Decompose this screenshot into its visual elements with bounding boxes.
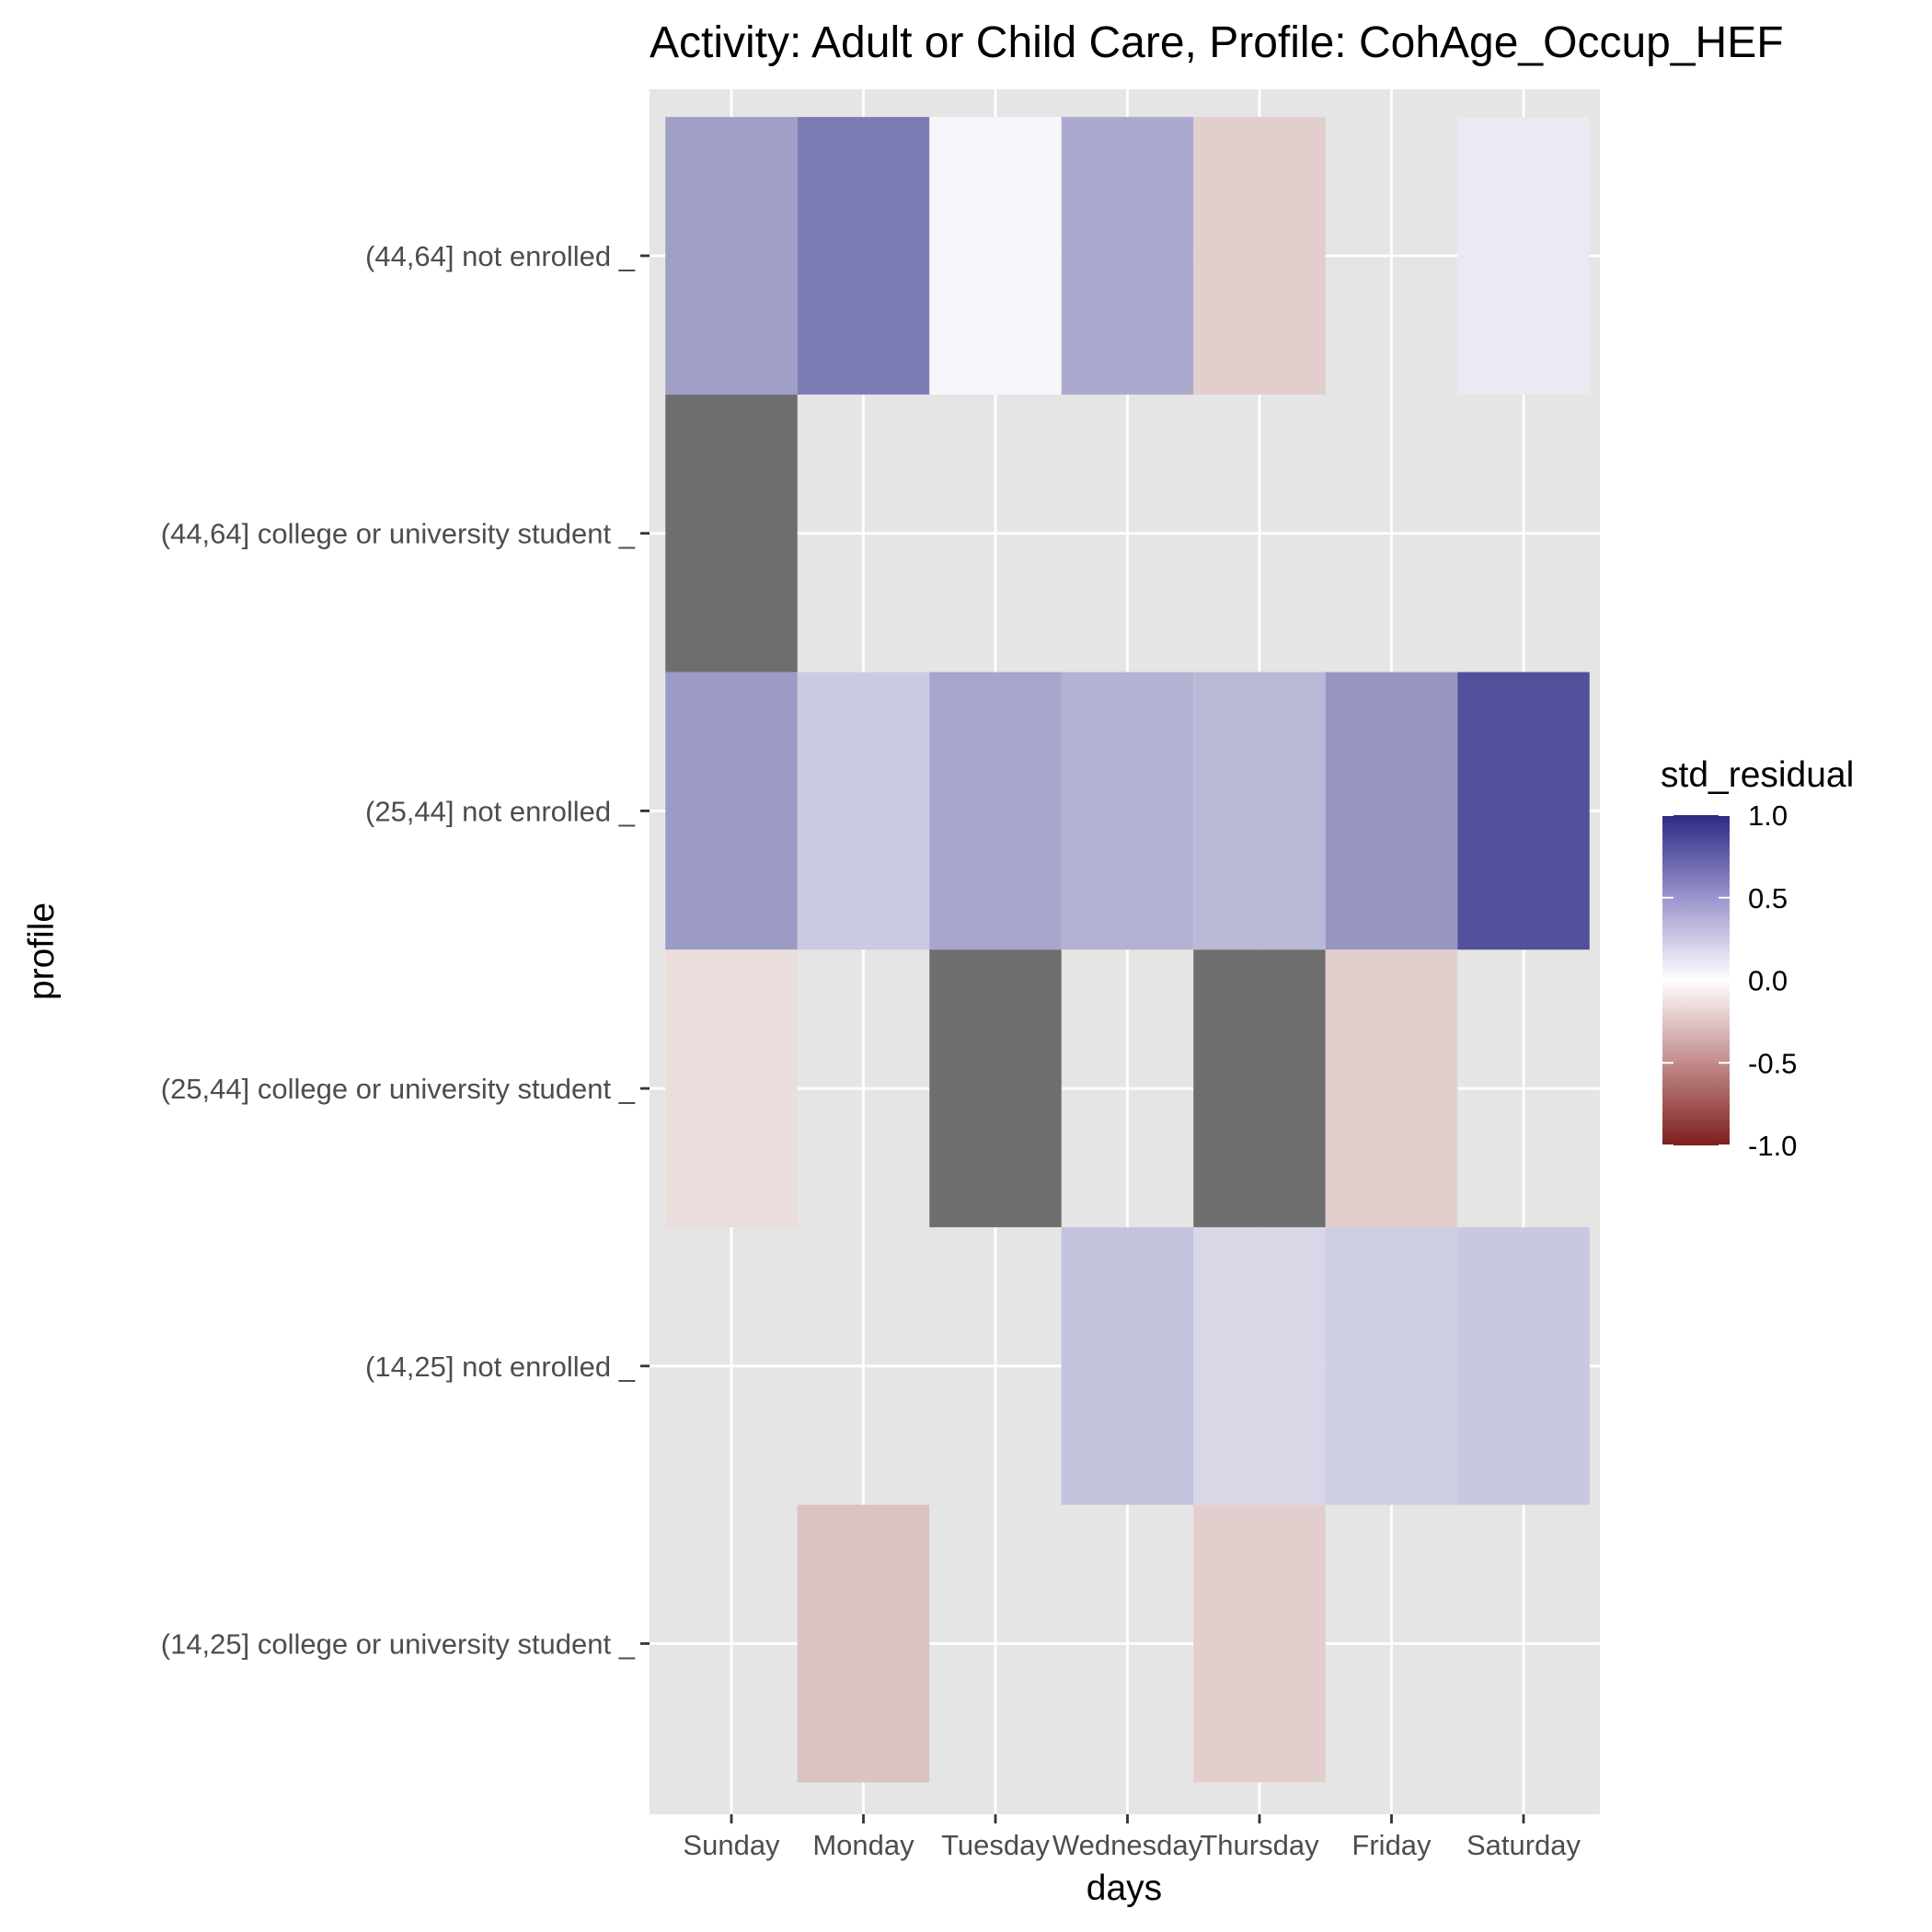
- legend-tick-label: 1.0: [1748, 799, 1788, 832]
- heatmap-cell: [1457, 117, 1590, 395]
- heatmap-cell: [1193, 117, 1326, 395]
- heatmap-cell: [1061, 1226, 1194, 1505]
- legend-tick-label: -0.5: [1748, 1047, 1797, 1079]
- x-tick-label: Saturday: [1466, 1829, 1581, 1861]
- x-tick-label: Wednesday: [1052, 1829, 1203, 1861]
- legend-title: std_residual: [1661, 755, 1854, 795]
- heatmap-cell: [929, 672, 1062, 950]
- x-tick-label: Friday: [1351, 1829, 1432, 1861]
- x-tick-label: Thursday: [1200, 1829, 1319, 1861]
- heatmap-cell: [665, 949, 798, 1227]
- chart-title: Activity: Adult or Child Care, Profile: …: [650, 18, 1784, 67]
- heatmap-cell: [1325, 672, 1458, 950]
- legend-tick-label: -1.0: [1748, 1130, 1797, 1162]
- heatmap-cell: [665, 672, 798, 950]
- heatmap-cell: [665, 117, 798, 395]
- heatmap-cell: [797, 117, 930, 395]
- heatmap-cell: [797, 672, 930, 950]
- x-tick-label: Tuesday: [941, 1829, 1050, 1861]
- y-tick-label: (44,64] not enrolled _: [365, 240, 636, 272]
- y-tick-label: (14,25] college or university student _: [161, 1628, 636, 1661]
- heatmap-cell: [1193, 1504, 1326, 1783]
- heatmap-cell: [1193, 1226, 1326, 1505]
- x-axis-title: days: [1087, 1869, 1162, 1908]
- legend-tick-label: 0.0: [1748, 965, 1788, 997]
- heatmap-cell: [1193, 672, 1326, 950]
- heatmap-cell: [1061, 117, 1194, 395]
- heatmap-cell: [1325, 949, 1458, 1227]
- heatmap-cell: [1457, 1226, 1590, 1505]
- x-tick-label: Sunday: [683, 1829, 780, 1861]
- heatmap-cell: [1457, 672, 1590, 950]
- heatmap-cell: [929, 117, 1062, 395]
- heatmap-cell: [1061, 672, 1194, 950]
- legend-color-bar: [1662, 815, 1730, 1145]
- heatmap-cell: [797, 1504, 930, 1783]
- y-tick-label: (14,25] not enrolled _: [365, 1351, 636, 1383]
- heatmap-tiles: [665, 117, 1590, 1783]
- y-axis-title: profile: [22, 903, 62, 1000]
- y-tick-label: (25,44] college or university student _: [161, 1073, 636, 1105]
- heatmap-cell: [929, 949, 1062, 1227]
- y-axis-ticks: (44,64] not enrolled _ (44,64] college or…: [161, 240, 650, 1661]
- y-tick-label: (25,44] not enrolled _: [365, 795, 636, 827]
- color-legend: std_residual 1.0 0.5 0.0 -0.5 -1.0: [1661, 755, 1854, 1162]
- legend-ticks: 1.0 0.5 0.0 -0.5 -1.0: [1662, 799, 1797, 1162]
- x-tick-label: Monday: [812, 1829, 914, 1861]
- y-tick-label: (44,64] college or university student _: [161, 518, 636, 550]
- legend-tick-label: 0.5: [1748, 882, 1788, 914]
- heatmap-cell: [1193, 949, 1326, 1227]
- heatmap-cell: [1325, 1226, 1458, 1505]
- heatmap-cell: [665, 394, 798, 673]
